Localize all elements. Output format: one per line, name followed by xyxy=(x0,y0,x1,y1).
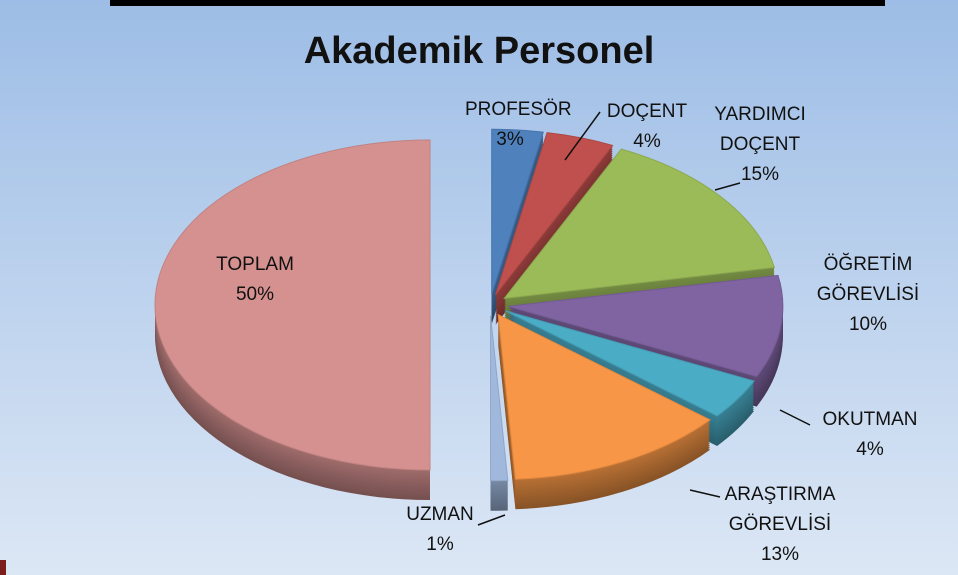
leader-line xyxy=(477,514,506,526)
slice xyxy=(503,148,776,300)
slice xyxy=(490,315,509,482)
data-label: UZMAN 1% xyxy=(395,500,485,560)
data-label: TOPLAM 50% xyxy=(200,250,310,310)
category-label: OKUTMAN xyxy=(822,409,918,430)
category-label: DOÇENT xyxy=(606,101,688,122)
value-label: 4% xyxy=(633,131,661,152)
leader-line xyxy=(779,409,811,426)
slice xyxy=(507,274,784,378)
slice xyxy=(491,128,544,295)
data-label: PROFESÖR 3% xyxy=(465,95,572,155)
value-label: 1% xyxy=(426,534,454,555)
data-label: OKUTMAN 4% xyxy=(815,405,925,465)
category-label: PROFESÖR xyxy=(465,99,572,120)
data-label: DOÇENT 4% xyxy=(597,97,697,157)
data-label: ARAŞTIRMA GÖREVLİSİ 13% xyxy=(710,480,850,570)
slice xyxy=(154,139,431,471)
chart-title: Akademik Personel xyxy=(303,30,655,72)
edge-mark xyxy=(0,560,6,575)
value-label: 4% xyxy=(856,439,884,460)
value-label: 50% xyxy=(235,284,275,305)
leader-line xyxy=(564,111,601,161)
category-label: ÖĞRETİM GÖREVLİSİ xyxy=(816,254,920,305)
top-bar xyxy=(110,0,885,6)
data-label: YARDIMCI DOÇENT 15% xyxy=(710,100,810,190)
category-label: UZMAN xyxy=(406,504,474,525)
value-label: 15% xyxy=(740,164,780,185)
category-label: TOPLAM xyxy=(216,254,294,275)
value-label: 10% xyxy=(848,314,888,335)
category-label: ARAŞTIRMA GÖREVLİSİ xyxy=(724,484,836,535)
value-label: 3% xyxy=(496,129,524,150)
value-label: 13% xyxy=(760,544,800,565)
slice xyxy=(504,310,755,417)
category-label: YARDIMCI DOÇENT xyxy=(714,104,806,155)
pie xyxy=(154,128,784,511)
leader-line xyxy=(689,489,721,498)
leader-line xyxy=(714,182,741,191)
slice xyxy=(497,313,712,480)
data-label: ÖĞRETİM GÖREVLİSİ 10% xyxy=(808,250,928,340)
